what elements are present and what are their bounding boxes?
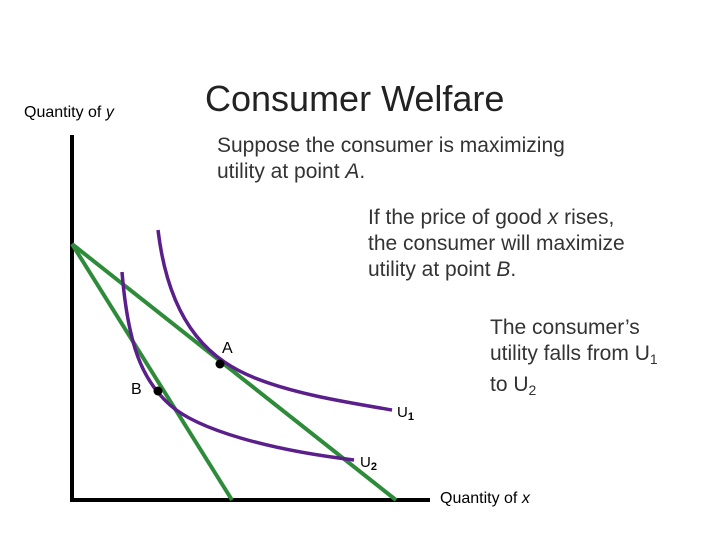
text1-line2-suffix: . [359, 160, 366, 183]
u1-label: U1 [397, 404, 414, 423]
u2-label: U2 [360, 454, 377, 473]
text3-line3: to U2 [490, 372, 700, 403]
text3-line3-prefix: to U [490, 373, 529, 396]
text3-line2-prefix: utility falls from U [490, 342, 650, 365]
point-b-label: B [131, 381, 142, 398]
text1-line1: Suppose the consumer is maximizing [217, 134, 565, 157]
text-price-rises: If the price of good x rises, the consum… [368, 205, 688, 283]
point-a-label: A [222, 340, 233, 357]
y-axis-label-prefix: Quantity of [24, 104, 106, 121]
text-utility-falls: The consumer’s utility falls from U1 to … [490, 315, 700, 403]
text2-line2: the consumer will maximize [368, 232, 625, 255]
u2-label-sub: 2 [370, 461, 377, 473]
text3-line3-sub: 2 [528, 382, 537, 398]
text2-line1: If the price of good x rises, [368, 205, 688, 231]
slide-title: Consumer Welfare [205, 78, 505, 119]
text2-line1-suffix: rises, [558, 206, 615, 229]
budget-line-new [70, 242, 234, 502]
text3-line2-sub: 1 [649, 351, 658, 367]
text2-line3-suffix: . [510, 258, 517, 281]
text1-line2-prefix: utility at point [217, 160, 346, 183]
u2-label-letter: U [360, 454, 371, 471]
x-axis-label-var: x [521, 490, 530, 507]
indifference-curve-u1 [156, 229, 393, 412]
y-axis-label-var: y [105, 104, 114, 121]
y-axis-label: Quantity of y [24, 104, 114, 122]
text3-line2: utility falls from U1 [490, 341, 700, 372]
budget-line-original [70, 242, 398, 502]
x-axis-label-prefix: Quantity of [440, 490, 522, 507]
text1-line2-var: A [345, 160, 360, 183]
point-b-marker [153, 386, 163, 396]
text2-line3: utility at point B. [368, 257, 688, 283]
point-a-marker [215, 359, 225, 369]
text1-line2: utility at point A. [217, 159, 637, 185]
text2-line3-var: B [496, 258, 511, 281]
indifference-curve-u2 [120, 271, 355, 462]
text2-line1-prefix: If the price of good [368, 206, 548, 229]
text3-line1: The consumer’s [490, 316, 640, 339]
u1-label-sub: 1 [407, 411, 414, 423]
u1-label-letter: U [397, 404, 408, 421]
text-maximizing-at-a: Suppose the consumer is maximizing utili… [217, 133, 637, 185]
text2-line1-var: x [547, 206, 559, 229]
text2-line3-prefix: utility at point [368, 258, 497, 281]
x-axis-label: Quantity of x [440, 490, 530, 508]
